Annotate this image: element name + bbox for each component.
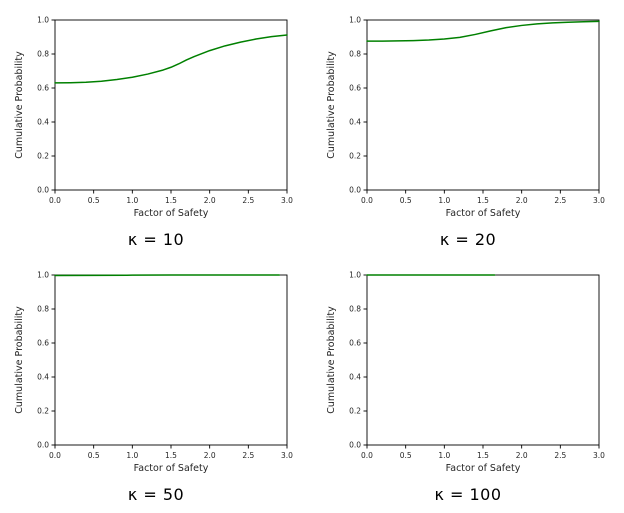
- chart-svg: 0.0 0.5 1.0 1.5 2.0 2.5 3.0 0.0 0.2 0.4 0.6 0.8 1.0 F…: [326, 16, 605, 219]
- y-tick-label: 0.0: [349, 186, 361, 195]
- y-tick-label: 0.0: [349, 441, 361, 450]
- cdf-line: [366, 20, 600, 42]
- chart-canvas-kappa-100: 0.0 0.5 1.0 1.5 2.0 2.5 3.0 0.0 0.2 0.4 0.6 0.8 1.0 F…: [323, 267, 613, 477]
- chart-canvas-kappa-50: 0.0 0.5 1.0 1.5 2.0 2.5 3.0 0.0 0.2 0.4 0.6 0.8 1.0 F…: [11, 267, 301, 477]
- chart-panel-kappa-10: 0.0 0.5 1.0 1.5 2.0 2.5 3.0 0.0 0.2 0.4 0.6 0.8 1.0 F…: [11, 12, 301, 249]
- y-tick-label: 0.6: [37, 339, 49, 348]
- y-tick-label: 0.8: [349, 305, 361, 314]
- x-axis-label: Factor of Safety: [446, 208, 521, 219]
- x-tick-label: 1.5: [165, 451, 177, 460]
- chart-svg: 0.0 0.5 1.0 1.5 2.0 2.5 3.0 0.0 0.2 0.4 0.6 0.8 1.0 F…: [14, 271, 293, 474]
- x-tick-label: 0.5: [88, 196, 100, 205]
- x-axis-label: Factor of Safety: [134, 463, 209, 474]
- y-tick-label: 0.6: [349, 84, 361, 93]
- x-tick-label: 2.0: [204, 196, 216, 205]
- x-tick-label: 1.0: [438, 451, 450, 460]
- y-tick-label: 0.8: [37, 305, 49, 314]
- x-tick-label: 0.0: [49, 196, 61, 205]
- x-tick-label: 0.5: [88, 451, 100, 460]
- chart-caption-kappa-10: κ = 10: [127, 230, 185, 249]
- y-axis-label: Cumulative Probability: [326, 306, 337, 414]
- x-tick-label: 3.0: [281, 196, 293, 205]
- y-tick-label: 1.0: [37, 16, 49, 25]
- x-tick-label: 2.5: [554, 451, 566, 460]
- y-tick-label: 0.2: [37, 407, 49, 416]
- chart-canvas-kappa-20: 0.0 0.5 1.0 1.5 2.0 2.5 3.0 0.0 0.2 0.4 0.6 0.8 1.0 F…: [323, 12, 613, 222]
- x-tick-label: 1.5: [477, 196, 489, 205]
- x-tick-label: 3.0: [593, 451, 605, 460]
- y-tick-label: 0.4: [37, 118, 49, 127]
- y-tick-label: 0.2: [349, 407, 361, 416]
- chart-panel-kappa-20: 0.0 0.5 1.0 1.5 2.0 2.5 3.0 0.0 0.2 0.4 0.6 0.8 1.0 F…: [323, 12, 613, 249]
- y-tick-label: 1.0: [349, 16, 361, 25]
- x-tick-label: 1.0: [438, 196, 450, 205]
- x-tick-label: 0.0: [49, 451, 61, 460]
- chart-panel-kappa-50: 0.0 0.5 1.0 1.5 2.0 2.5 3.0 0.0 0.2 0.4 0.6 0.8 1.0 F…: [11, 267, 301, 504]
- y-tick-label: 1.0: [349, 271, 361, 280]
- x-tick-label: 2.5: [554, 196, 566, 205]
- y-tick-label: 0.6: [349, 339, 361, 348]
- x-tick-label: 3.0: [593, 196, 605, 205]
- chart-panel-kappa-100: 0.0 0.5 1.0 1.5 2.0 2.5 3.0 0.0 0.2 0.4 0.6 0.8 1.0 F…: [323, 267, 613, 504]
- x-tick-label: 2.0: [516, 451, 528, 460]
- x-tick-label: 0.0: [361, 451, 373, 460]
- y-axis-label: Cumulative Probability: [326, 51, 337, 159]
- y-tick-label: 0.8: [349, 50, 361, 59]
- x-tick-label: 1.0: [126, 196, 138, 205]
- cdf-line: [54, 274, 281, 277]
- x-tick-label: 0.5: [400, 451, 412, 460]
- y-tick-label: 0.0: [37, 441, 49, 450]
- x-tick-label: 3.0: [281, 451, 293, 460]
- x-tick-label: 2.5: [242, 451, 254, 460]
- chart-canvas-kappa-10: 0.0 0.5 1.0 1.5 2.0 2.5 3.0 0.0 0.2 0.4 0.6 0.8 1.0 F…: [11, 12, 301, 222]
- y-tick-label: 0.0: [37, 186, 49, 195]
- x-tick-label: 2.0: [204, 451, 216, 460]
- x-tick-label: 0.5: [400, 196, 412, 205]
- cdf-line: [54, 34, 288, 84]
- y-tick-label: 0.4: [37, 373, 49, 382]
- x-axis-label: Factor of Safety: [134, 208, 209, 219]
- x-tick-label: 2.5: [242, 196, 254, 205]
- y-tick-label: 1.0: [37, 271, 49, 280]
- y-tick-label: 0.2: [37, 152, 49, 161]
- chart-caption-kappa-20: κ = 20: [439, 230, 497, 249]
- y-tick-label: 0.2: [349, 152, 361, 161]
- x-tick-label: 1.0: [126, 451, 138, 460]
- x-axis-label: Factor of Safety: [446, 463, 521, 474]
- chart-caption-kappa-50: κ = 50: [127, 485, 185, 504]
- x-tick-label: 1.5: [165, 196, 177, 205]
- y-axis-label: Cumulative Probability: [14, 306, 25, 414]
- y-tick-label: 0.4: [349, 118, 361, 127]
- y-tick-label: 0.4: [349, 373, 361, 382]
- x-tick-label: 1.5: [477, 451, 489, 460]
- y-tick-label: 0.6: [37, 84, 49, 93]
- chart-svg: 0.0 0.5 1.0 1.5 2.0 2.5 3.0 0.0 0.2 0.4 0.6 0.8 1.0 F…: [326, 271, 605, 474]
- chart-caption-kappa-100: κ = 100: [434, 485, 502, 504]
- x-tick-label: 0.0: [361, 196, 373, 205]
- chart-svg: 0.0 0.5 1.0 1.5 2.0 2.5 3.0 0.0 0.2 0.4 0.6 0.8 1.0 F…: [14, 16, 293, 219]
- y-tick-label: 0.8: [37, 50, 49, 59]
- x-tick-label: 2.0: [516, 196, 528, 205]
- y-axis-label: Cumulative Probability: [14, 51, 25, 159]
